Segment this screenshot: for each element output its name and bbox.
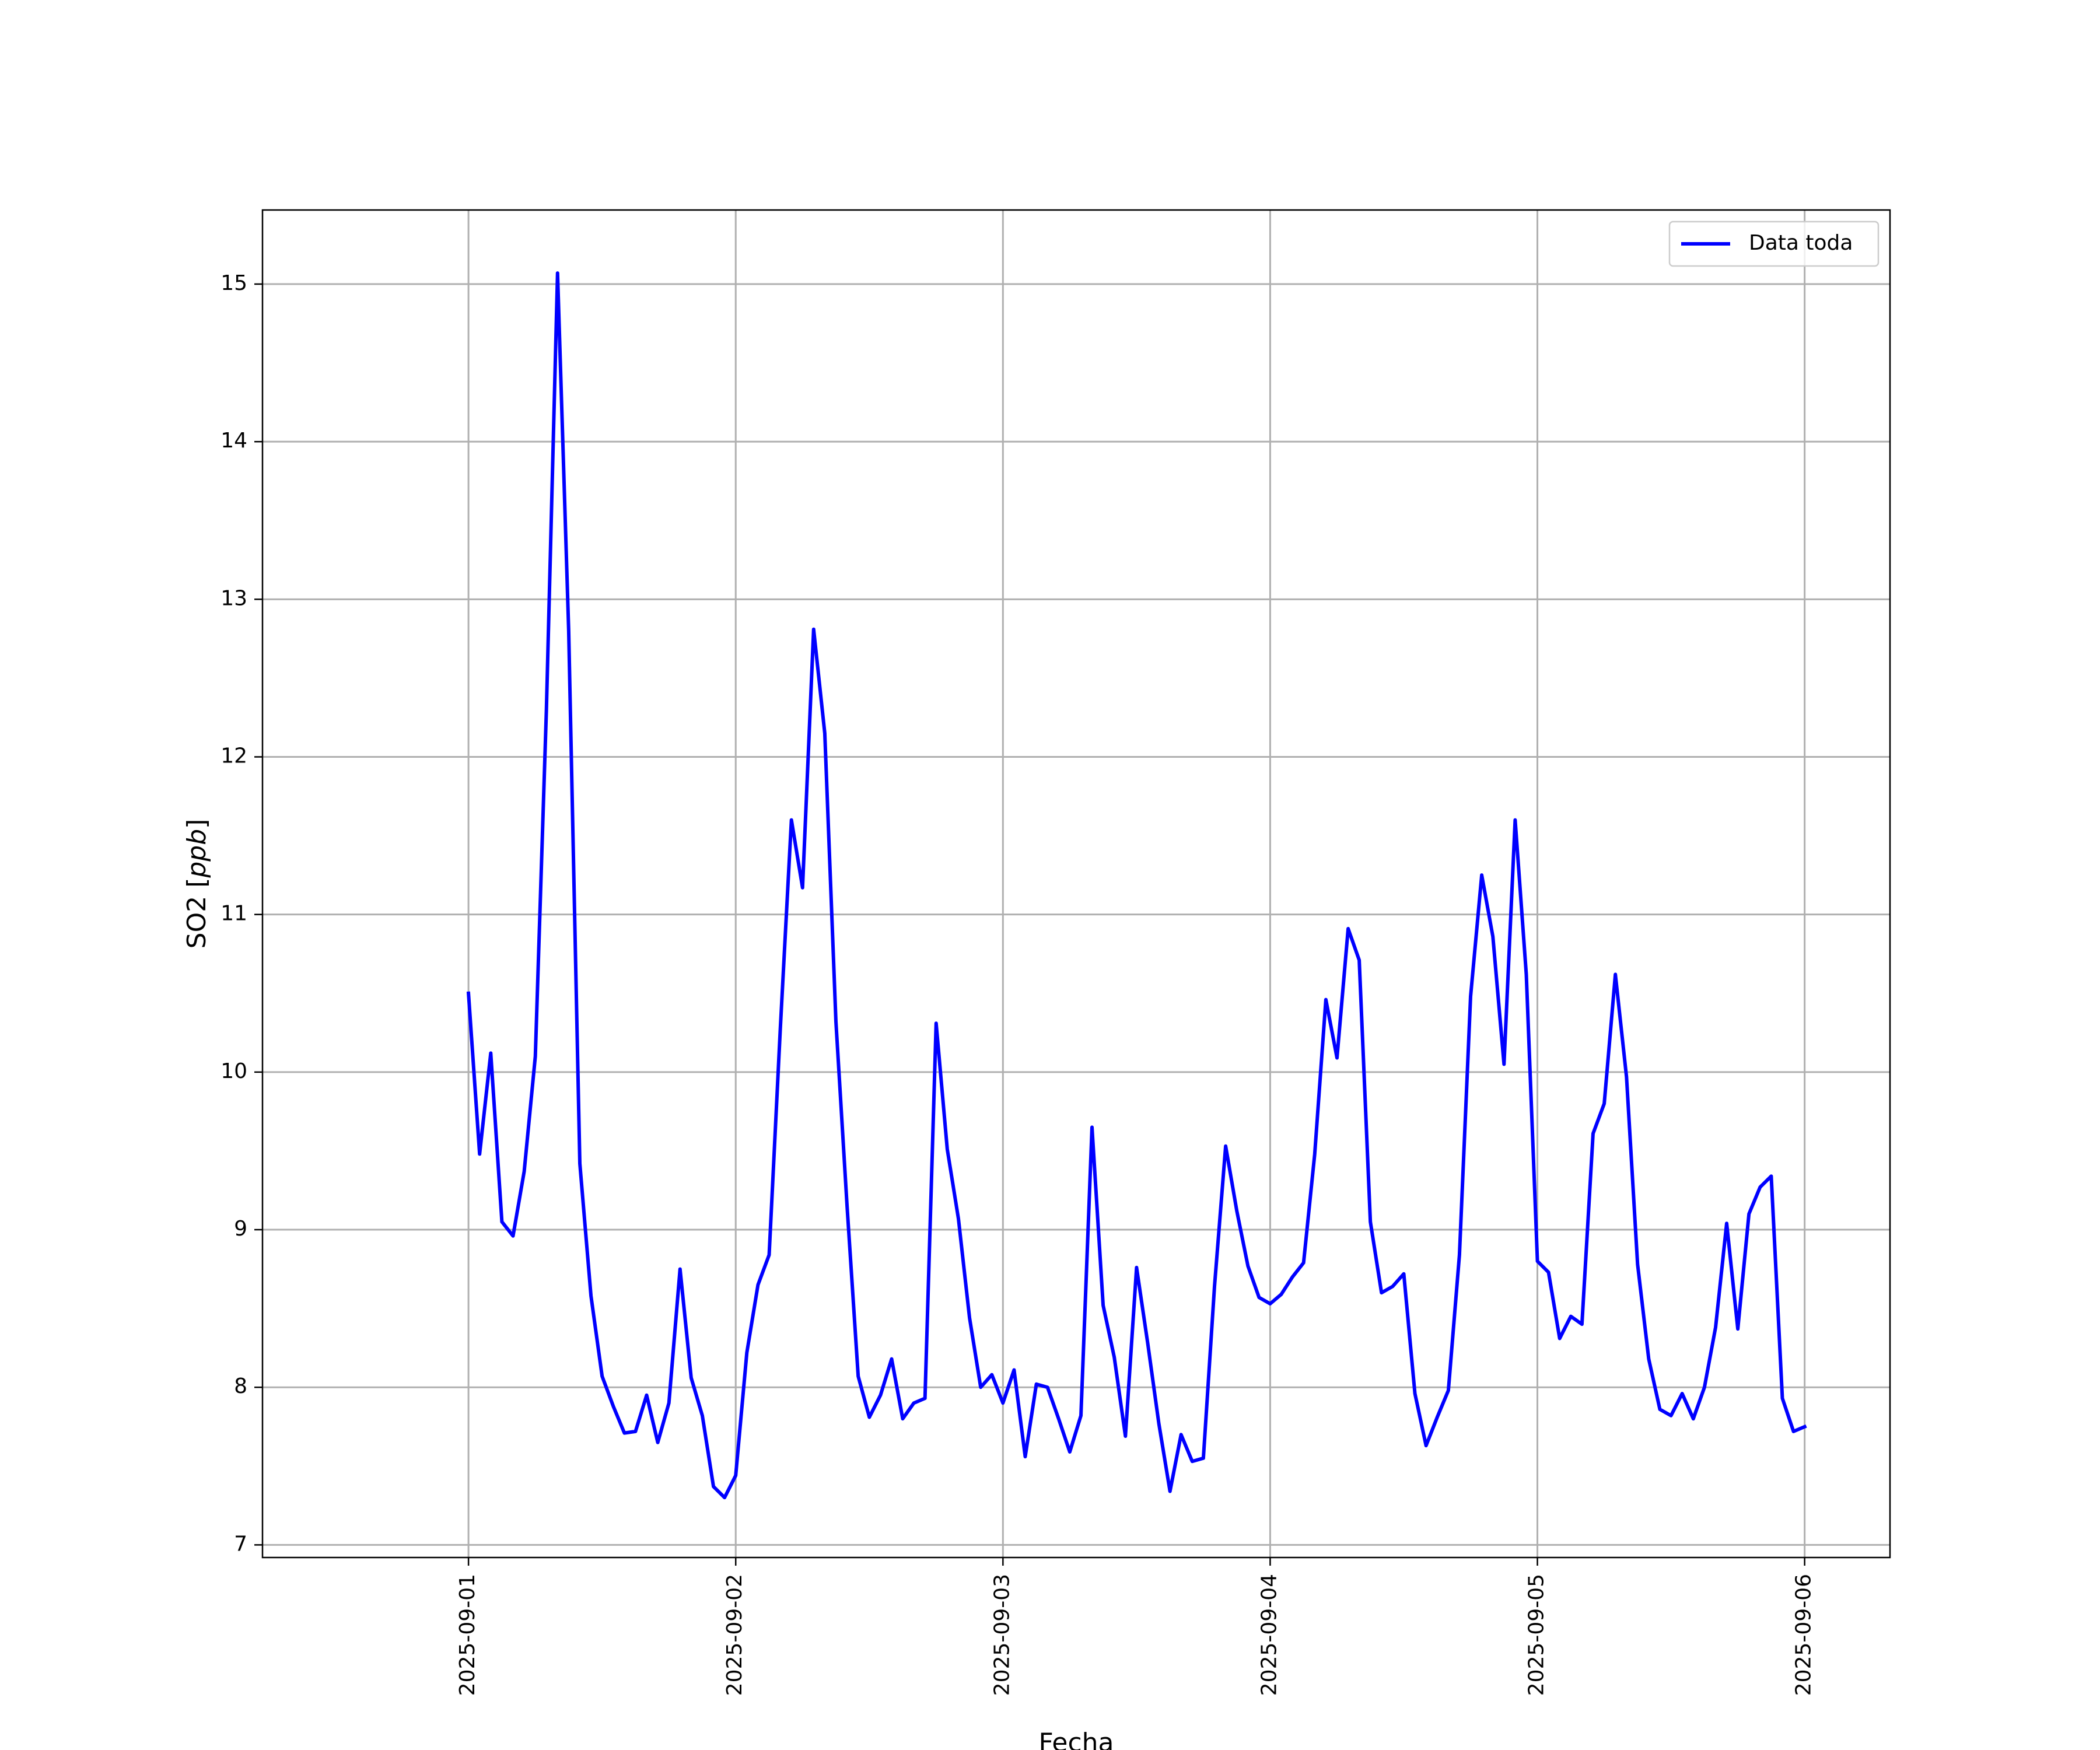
x-axis-label: Fecha [1038, 1728, 1114, 1750]
x-tick-label: 2025-09-01 [456, 1574, 480, 1696]
x-tick-label: 2025-09-05 [1525, 1574, 1549, 1696]
x-tick-label: 2025-09-06 [1792, 1574, 1816, 1696]
y-tick-label: 7 [234, 1532, 247, 1556]
y-axis-label-main: SO2 [ [182, 878, 212, 949]
y-axis-label: SO2 [ppb] [182, 819, 212, 949]
legend-label: Data toda [1749, 231, 1853, 255]
y-axis-label-close: ] [182, 819, 212, 829]
x-tick-label: 2025-09-03 [990, 1574, 1014, 1696]
x-tick-label: 2025-09-04 [1257, 1574, 1281, 1696]
y-tick-label: 15 [220, 271, 247, 295]
legend: Data toda [1668, 220, 1880, 267]
y-tick-label: 10 [220, 1059, 247, 1083]
plot-frame [261, 209, 1891, 1559]
y-axis-label-unit: ppb [182, 829, 212, 878]
series-line-data-toda [466, 271, 1807, 1500]
y-tick-label: 11 [220, 902, 247, 926]
y-tick-label: 14 [220, 429, 247, 453]
legend-box [1668, 220, 1880, 267]
y-tick-label: 9 [234, 1217, 247, 1241]
y-tick-label: 12 [220, 744, 247, 768]
y-tick-label: 8 [234, 1374, 247, 1398]
axis-ticks: 7 8 9 10 11 12 13 14 15 2025-09-01 2025-09-02 2025-… [220, 271, 1815, 1696]
x-tick-label: 2025-09-02 [723, 1574, 747, 1696]
grid [262, 210, 1890, 1558]
y-tick-label: 13 [220, 586, 247, 610]
